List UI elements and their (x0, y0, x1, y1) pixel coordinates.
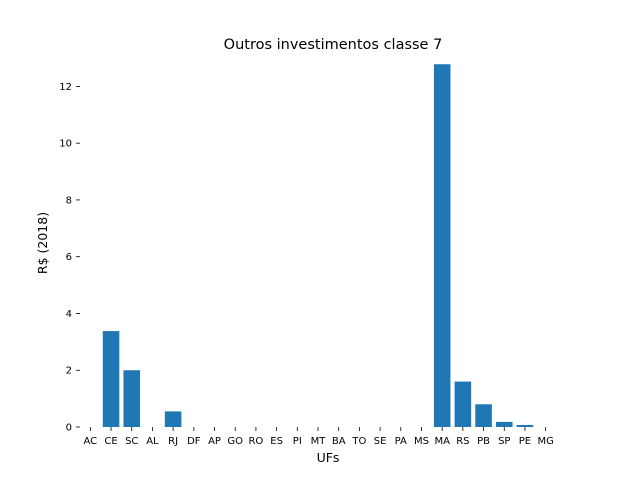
y-tick-label-8: 8 (66, 195, 72, 206)
y-tick-label-10: 10 (59, 139, 72, 150)
y-axis-label: R$ (2018) (35, 212, 50, 274)
x-tick-label-ap: AP (208, 436, 221, 447)
x-tick-label-pi: PI (293, 436, 302, 447)
x-tick-label-ce: CE (104, 436, 117, 447)
chart-title: Outros investimentos classe 7 (224, 37, 443, 53)
x-tick-label-rs: RS (456, 436, 469, 447)
bar-pb (475, 404, 492, 427)
bar-pe (516, 425, 534, 427)
x-tick-label-ms: MS (414, 436, 429, 447)
bar-rs (454, 381, 472, 427)
y-tick-label-0: 0 (66, 423, 72, 434)
x-tick-label-ma: MA (434, 436, 450, 447)
x-tick-label-se: SE (374, 436, 387, 447)
bar-ce (102, 331, 120, 427)
x-tick-label-pe: PE (519, 436, 531, 447)
x-tick-label-ac: AC (84, 436, 98, 447)
x-tick-label-rj: RJ (168, 436, 178, 447)
x-tick-label-sp: SP (498, 436, 510, 447)
x-tick-label-ro: RO (248, 436, 263, 447)
x-tick-label-es: ES (270, 436, 283, 447)
y-tick-label-12: 12 (59, 82, 72, 93)
bar-sc (123, 370, 141, 427)
x-tick-label-mt: MT (311, 436, 327, 447)
x-axis: AC CE SC AL RJ DF AP GO RO ES PI MT BA TO SE PA MS MA RS PB… (84, 427, 554, 447)
bars-group (102, 64, 534, 428)
x-tick-label-pa: PA (395, 436, 407, 447)
x-tick-label-mg: MG (537, 436, 553, 447)
y-axis: 0 2 4 6 8 10 12 (59, 82, 80, 434)
x-tick-label-al: AL (146, 436, 159, 447)
x-axis-label: UFs (317, 450, 340, 465)
y-tick-label-2: 2 (66, 366, 72, 377)
bar-ma (433, 64, 451, 428)
x-tick-label-sc: SC (125, 436, 138, 447)
x-tick-label-df: DF (187, 436, 201, 447)
x-tick-label-pb: PB (477, 436, 490, 447)
x-tick-label-ba: BA (332, 436, 346, 447)
y-tick-label-4: 4 (66, 309, 72, 320)
y-tick-label-6: 6 (66, 252, 72, 263)
x-tick-label-to: TO (351, 436, 366, 447)
x-tick-label-go: GO (227, 436, 243, 447)
bar-sp (495, 421, 513, 427)
bar-rj (164, 411, 182, 427)
